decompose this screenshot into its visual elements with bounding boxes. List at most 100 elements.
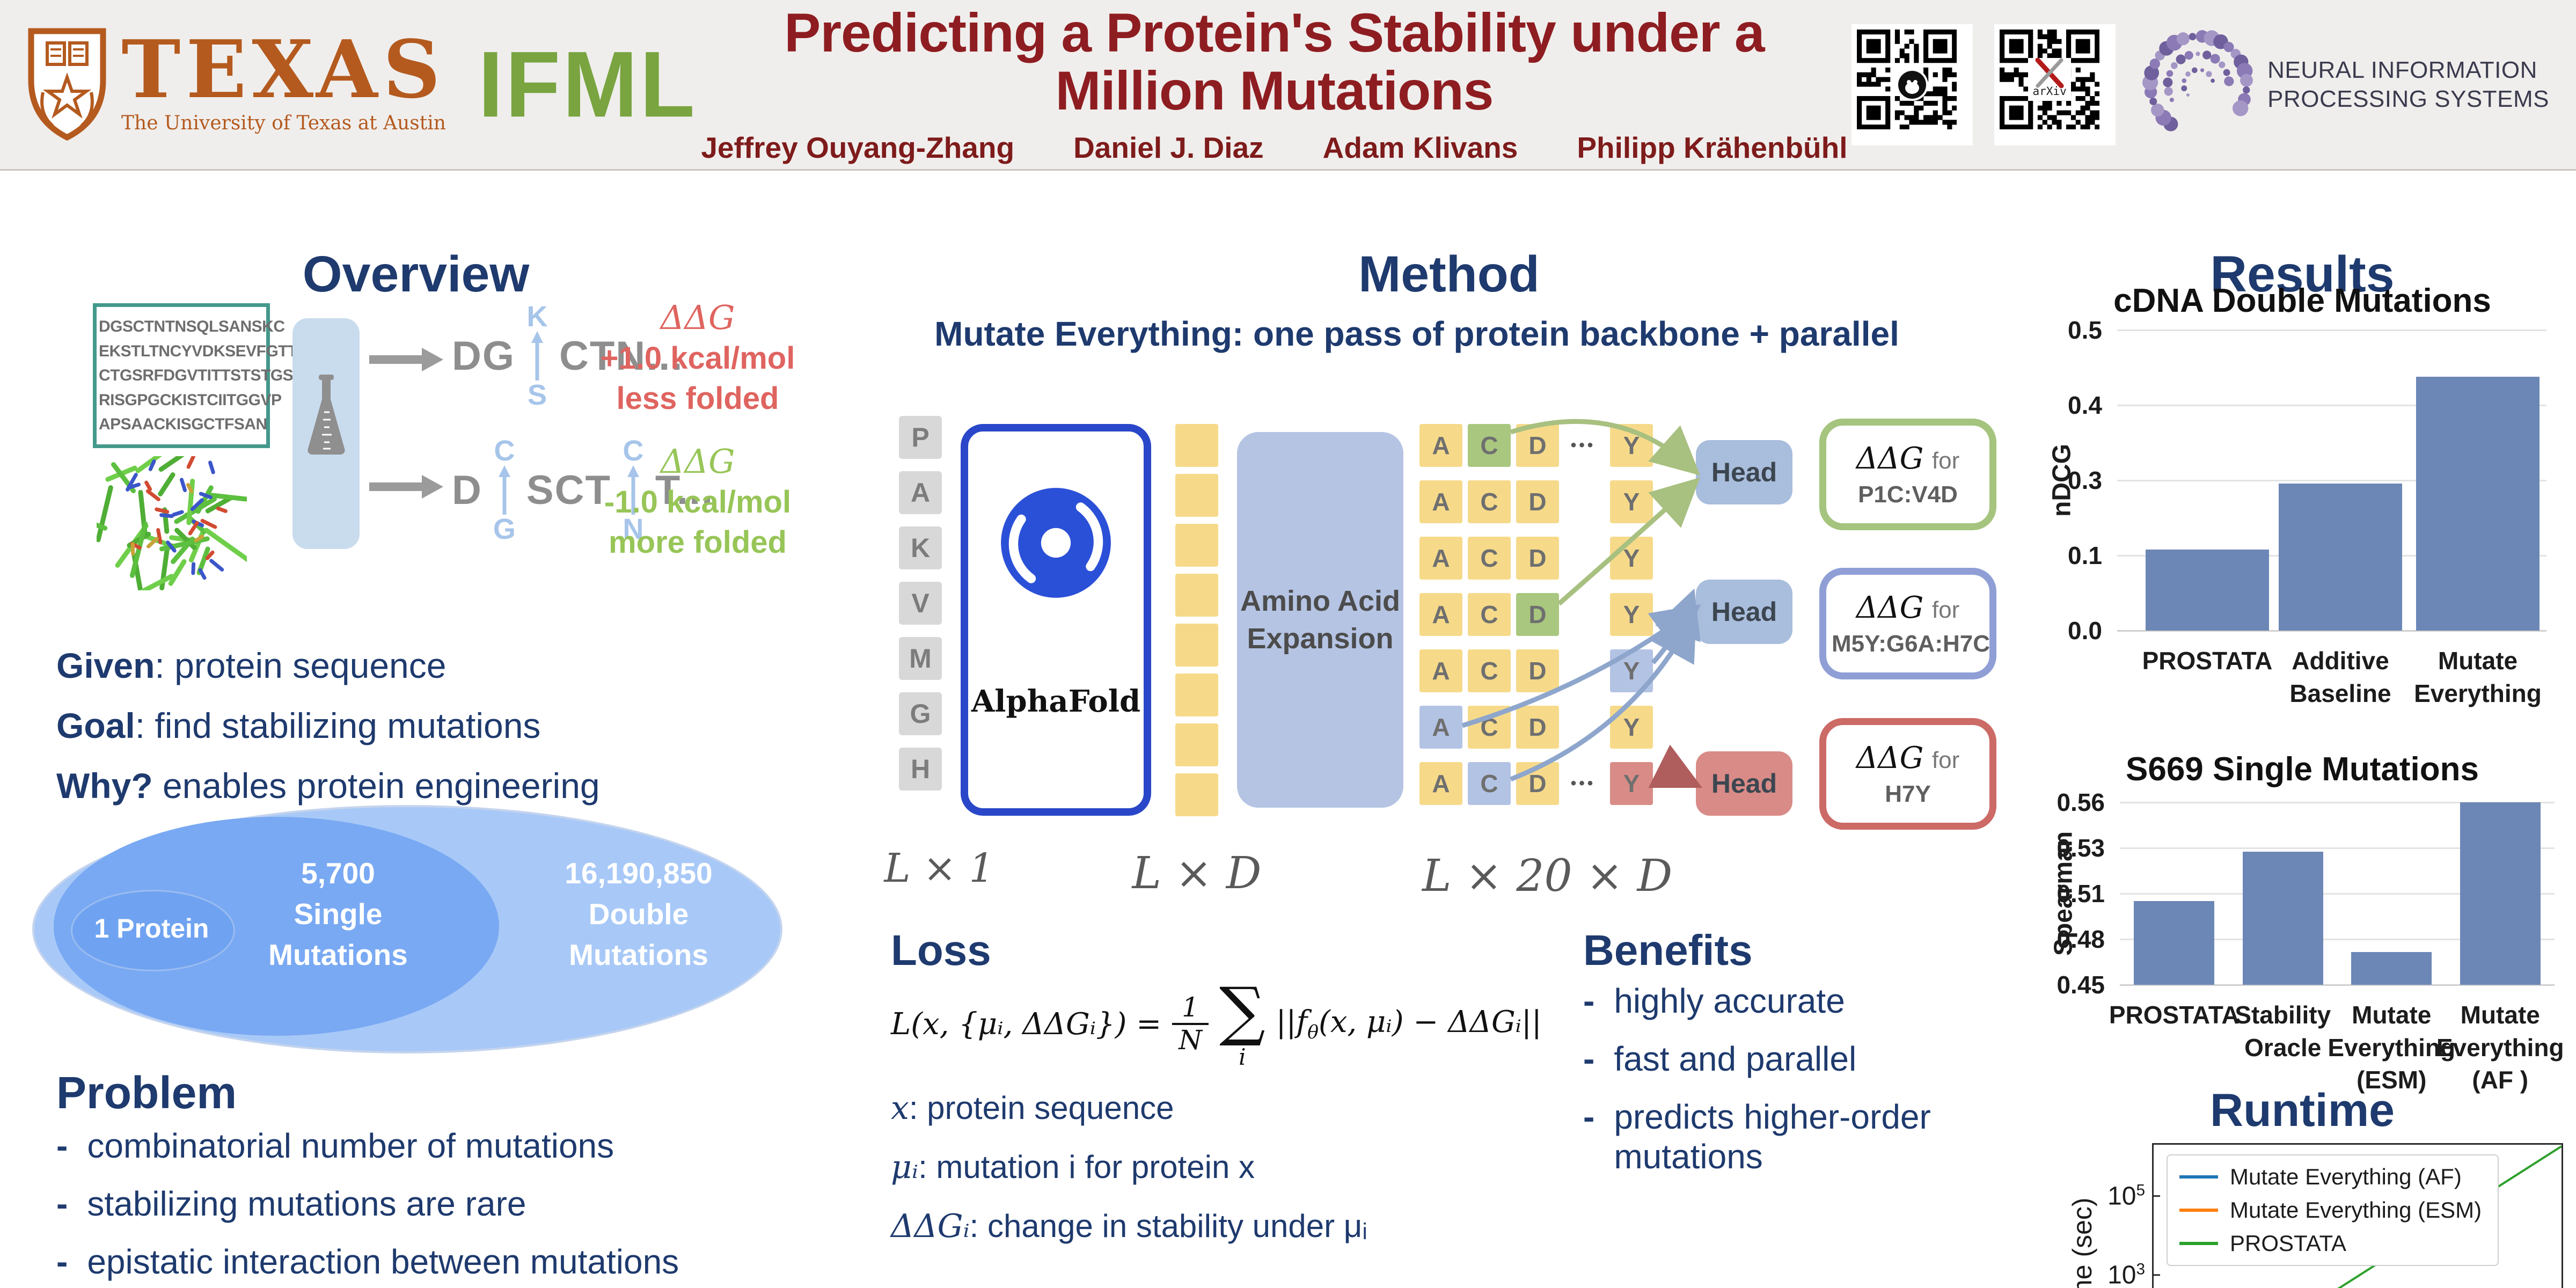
- author-list: Jeffrey Ouyang-Zhang Daniel J. Diaz Adam K…: [697, 130, 1851, 165]
- input-residue-cell: A: [899, 471, 942, 514]
- bar-mutate-everything: [2416, 376, 2540, 631]
- bar-stability-oracle: [2242, 851, 2323, 985]
- math-var: x: [891, 1089, 909, 1127]
- problem-bullet-list: - combinatorial number of mutations - stabi…: [56, 1126, 808, 1288]
- ut-austin-wordmark: TEXAS The University of Texas at Austin: [121, 27, 446, 134]
- y-tick-label: 0.1: [2068, 541, 2102, 569]
- grid-cell-A-row5: A: [1419, 649, 1462, 692]
- input-residue-cell: P: [899, 416, 942, 459]
- ut-shield-icon: [28, 28, 106, 141]
- benefits-bullet-list: - highly accurate - fast and parallel - predi…: [1583, 981, 1980, 1195]
- ifml-logo: IFML: [478, 32, 697, 137]
- author-name: Adam Klivans: [1322, 130, 1518, 164]
- mutation-example-destabilizing: DG K S CTN...: [452, 299, 684, 412]
- arrow-right-icon: [369, 475, 443, 499]
- input-residue-cell: M: [899, 637, 942, 680]
- sequence-fragment: SCT: [526, 467, 611, 513]
- x-category-label: PROSTATA: [2109, 1001, 2240, 1029]
- header-logos-left: TEXAS The University of Texas at Austin …: [27, 27, 697, 142]
- legend-label: Mutate Everything (AF): [2230, 1164, 2462, 1189]
- runtime-chart: Mutate Everything (AF) Mutate Everything …: [2107, 1143, 2563, 1288]
- x-category-label: Mutate Everything: [2414, 647, 2542, 707]
- github-qr-code: [1851, 24, 1973, 145]
- latent-cell: [1175, 674, 1218, 716]
- legend-swatch: [2179, 1175, 2218, 1179]
- grid-cell-A-row4: A: [1419, 593, 1462, 636]
- bullet-text: fast and parallel: [1614, 1040, 1857, 1078]
- summation: ∑ i: [1219, 974, 1265, 1070]
- dim-label-latent: L × D: [1132, 848, 1262, 899]
- grid-cell-Y-row7: Y: [1610, 762, 1653, 805]
- ddg-stabilizing-readout: ΔΔG -1.0 kcal/mol more folded: [604, 442, 792, 560]
- benefit-bullet-1: - highly accurate: [1583, 981, 1980, 1021]
- legend-label: PROSTATA: [2230, 1231, 2347, 1256]
- loss-definition-1: x: protein sequence: [891, 1089, 1367, 1127]
- y-tick-label: 0.5: [2068, 316, 2102, 344]
- arxiv-qr-code: arXiv: [1994, 24, 2116, 145]
- grid-cell-A-row3: A: [1419, 537, 1462, 580]
- y-tick-label: 0.45: [2057, 971, 2105, 999]
- x-category-label: Additive Baseline: [2289, 647, 2391, 707]
- flask-icon: [308, 375, 345, 455]
- grid-ellipsis: •••: [1570, 436, 1596, 454]
- x-category-label: PROSTATA: [2142, 647, 2273, 675]
- input-residue-cell: K: [899, 526, 942, 569]
- grid-cell-C-row1: C: [1468, 424, 1511, 467]
- given-line: Given: protein sequence: [56, 646, 447, 685]
- grid-cell-D-row2: D: [1516, 480, 1559, 523]
- grid-cell-C-row5: C: [1468, 649, 1511, 692]
- prediction-head-3: Head: [1696, 751, 1792, 816]
- mutation-example-stabilizing: D C G SCT C N T...: [452, 428, 714, 552]
- grid-cell-Y-row2: Y: [1610, 480, 1653, 523]
- ddg-output-h7y: ΔΔG for H7Y: [1819, 718, 1996, 830]
- overview-statements: Given: protein sequence Goal: find stabi…: [56, 645, 600, 825]
- x-category-label: Mutate Everything (ESM): [2328, 1001, 2456, 1094]
- mutation-arrow-group: K S: [526, 301, 548, 411]
- gridline: [2120, 893, 2555, 895]
- loss-definition-2: μᵢ: mutation i for protein x: [891, 1148, 1367, 1186]
- bar-additive-baseline: [2279, 483, 2402, 631]
- grid-cell-A-row2: A: [1419, 480, 1462, 523]
- gridline: [2120, 984, 2555, 986]
- cdna-double-mutations-chart: 0.0 0.1 0.3 0.4 0.5 PROSTATA Additive Baseline…: [2068, 316, 2546, 707]
- sequence-fragment: CTN...: [559, 333, 684, 379]
- grid-cell-D-row6: D: [1516, 706, 1559, 749]
- prediction-head-2: Head: [1696, 580, 1792, 644]
- grid-cell-D-row7: D: [1516, 762, 1559, 805]
- problem-bullet-1: - combinatorial number of mutations: [56, 1126, 808, 1166]
- amino-acid-expansion-box: Amino Acid Expansion: [1237, 432, 1403, 808]
- neurips-logo: NEURAL INFORMATION PROCESSING SYSTEMS: [2137, 21, 2549, 148]
- arxiv-icon: arXiv: [2028, 57, 2072, 101]
- benefits-heading: Benefits: [1583, 926, 1753, 974]
- gridline: [2117, 630, 2546, 632]
- amino-acid-grid: A C D Y ••• A C D Y A C D Y A C D Y A C D Y A C D Y A C D Y •••: [1419, 424, 1656, 808]
- bullet-text: highly accurate: [1614, 982, 1845, 1020]
- bar-prostata: [2134, 901, 2215, 985]
- grid-cell-D-row1: D: [1516, 424, 1559, 467]
- bullet-text: epistatic interaction between mutations: [87, 1242, 679, 1281]
- poster-header: TEXAS The University of Texas at Austin …: [0, 0, 2576, 171]
- texas-subtext: The University of Texas at Austin: [121, 112, 446, 134]
- gridline: [2120, 939, 2555, 940]
- grid-cell-D-row3: D: [1516, 537, 1559, 580]
- runtime-y-tick: 105: [2107, 1181, 2145, 1211]
- author-name: Daniel J. Diaz: [1073, 130, 1264, 164]
- grid-cell-C-row3: C: [1468, 537, 1511, 580]
- gridline: [2117, 330, 2546, 331]
- author-name: Jeffrey Ouyang-Zhang: [701, 130, 1015, 164]
- y-tick-label: 0.51: [2057, 880, 2105, 908]
- experiment-panel: [292, 318, 360, 549]
- chart1-title: cDNA Double Mutations: [2113, 282, 2491, 319]
- method-heading: Method: [1358, 245, 1540, 303]
- problem-bullet-3: - epistatic interaction between mutations: [56, 1242, 808, 1282]
- mutation-venn-diagram: 1 Protein 5,700 Single Mutations 16,190,…: [32, 805, 782, 1053]
- y-tick-label: 0.48: [2057, 925, 2105, 953]
- input-residue-cell: H: [899, 748, 942, 791]
- loss-equation: L(x, {μᵢ, ΔΔGᵢ}) = 1 N ∑ i ||fθ(x, μᵢ) −…: [891, 974, 1542, 1070]
- grid-cell-D-row5: D: [1516, 649, 1559, 692]
- bullet-text: stabilizing mutations are rare: [87, 1184, 526, 1223]
- grid-ellipsis: •••: [1570, 774, 1596, 792]
- x-category-label: Stability Oracle: [2235, 1001, 2331, 1062]
- venn-label-single: 5,700 Single Mutations: [268, 857, 408, 971]
